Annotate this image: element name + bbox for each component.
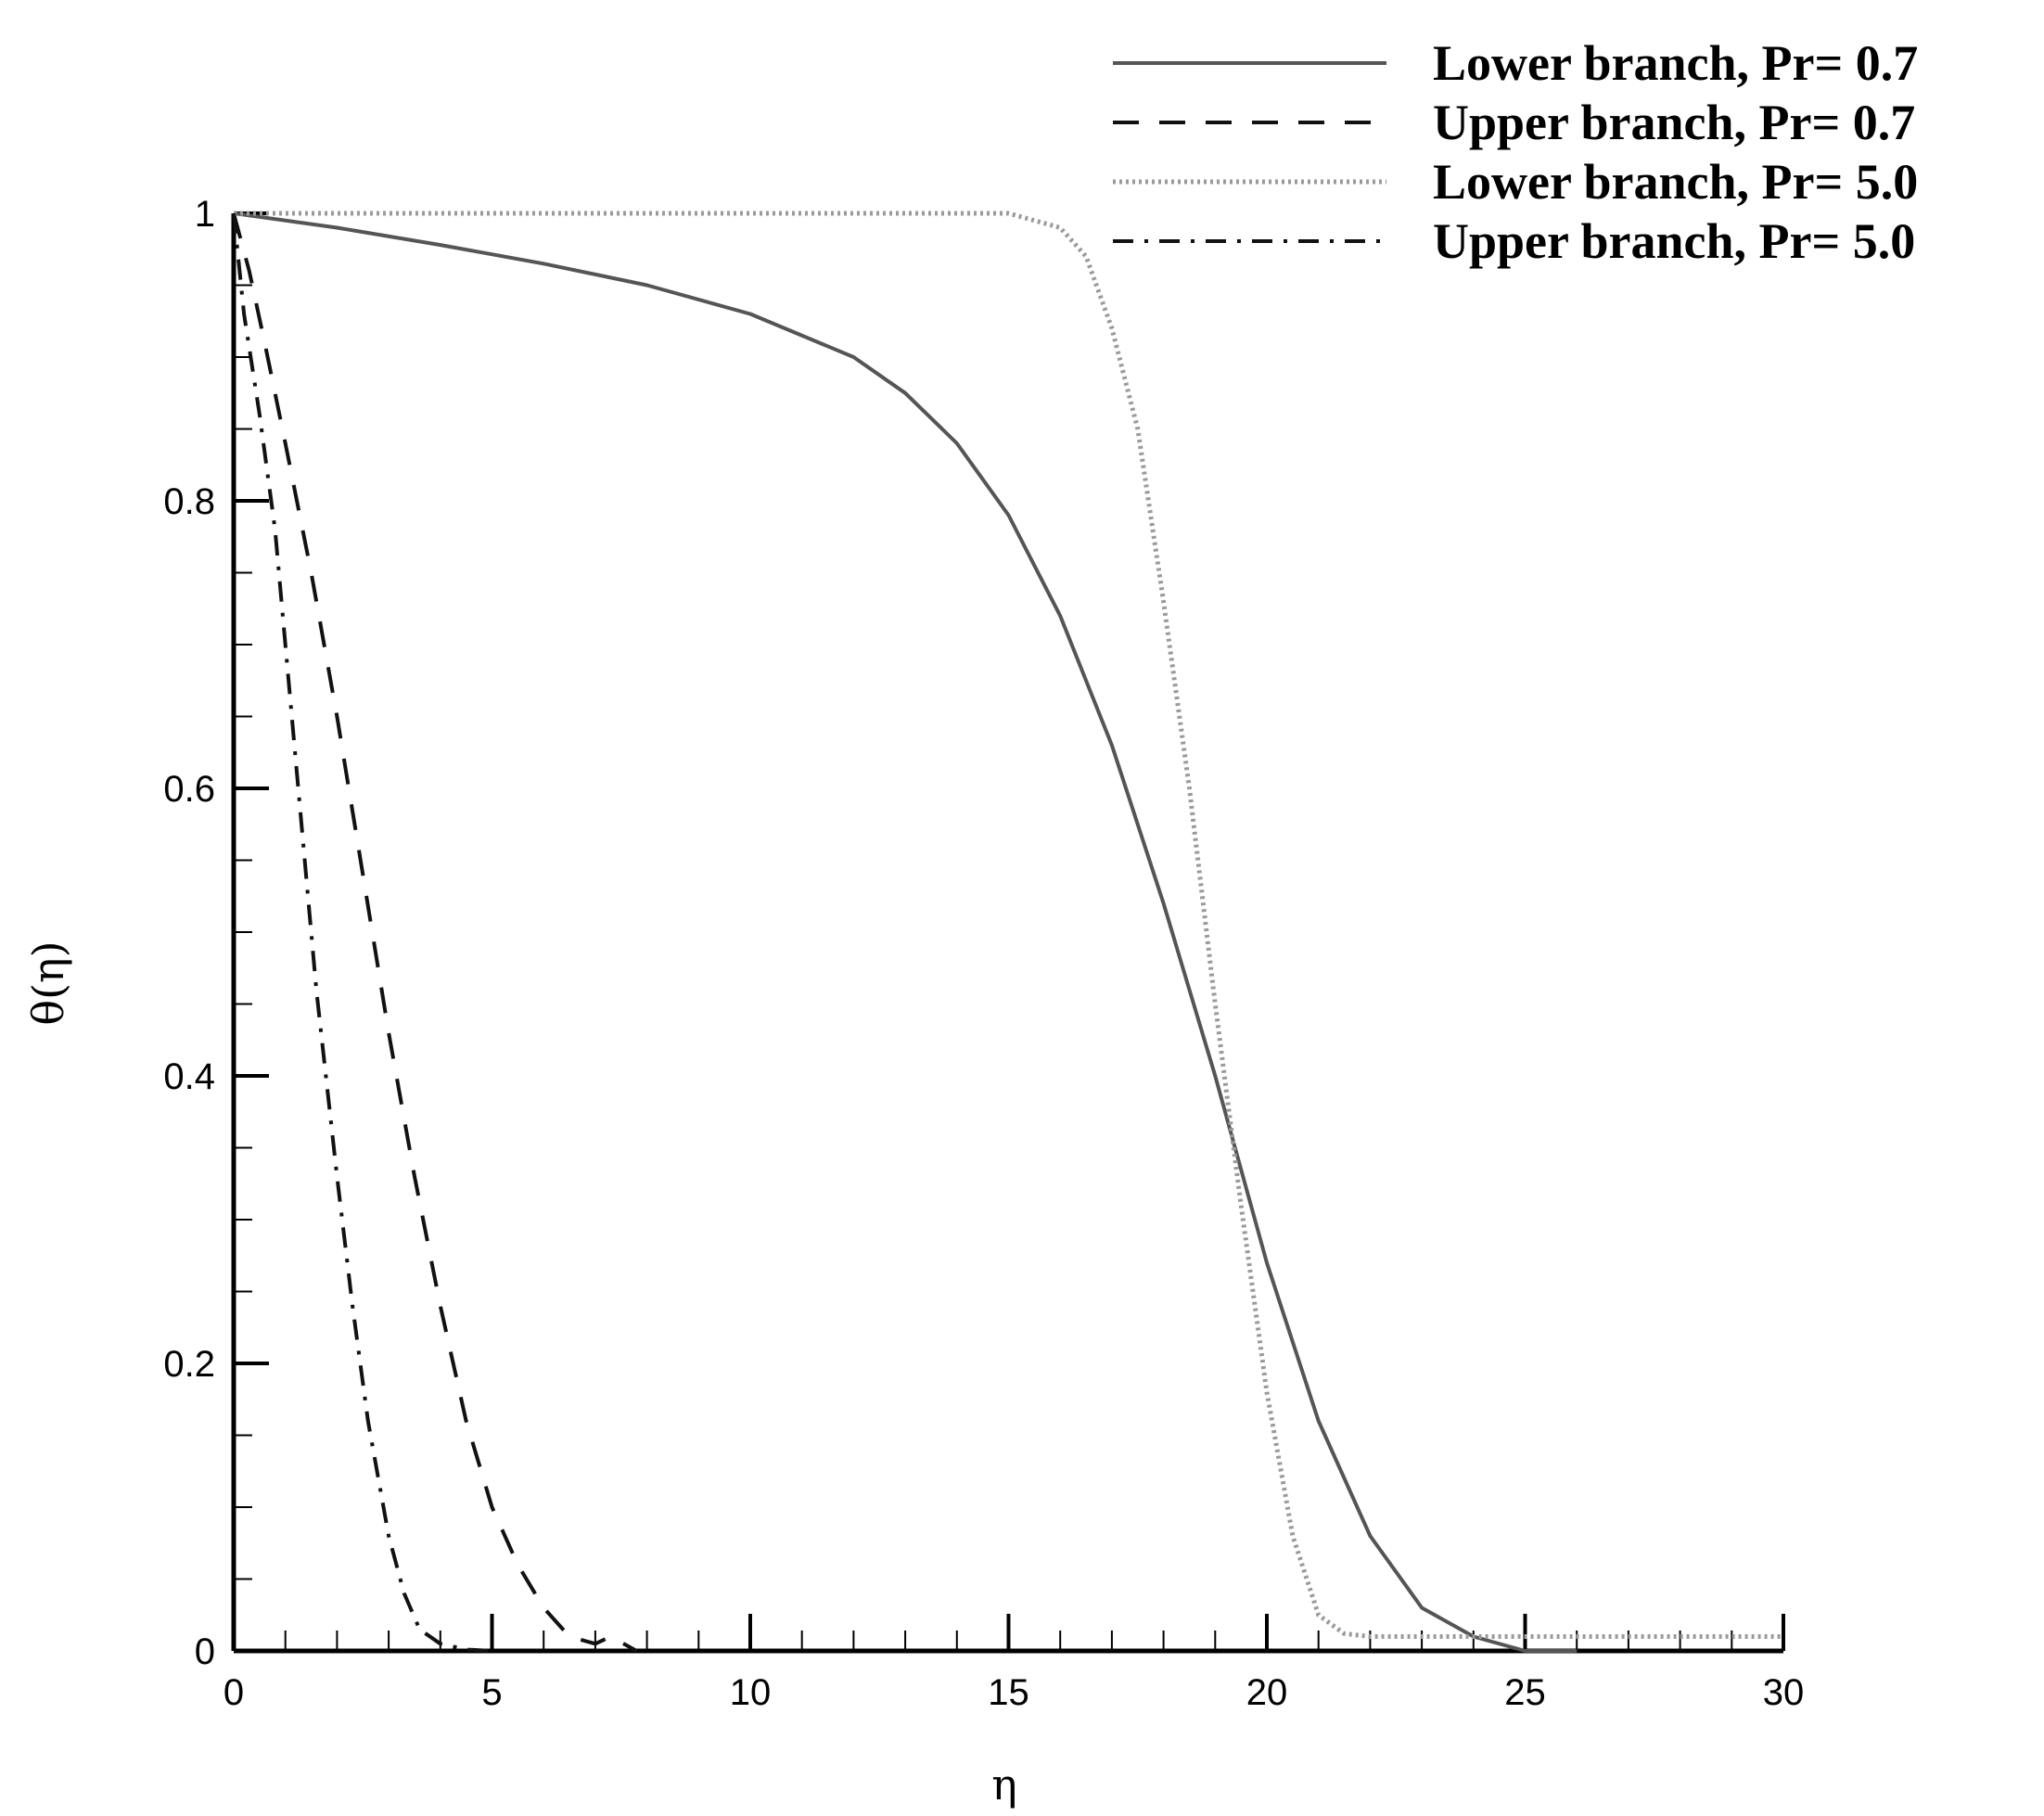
x-tick-label: 20 — [1246, 1672, 1288, 1713]
series-line-1 — [232, 212, 638, 1653]
x-tick-label: 30 — [1763, 1672, 1805, 1713]
axes: 0 5 10 15 20 25 30 0 0.2 0.4 0.6 0.8 1 — [163, 194, 1804, 1713]
y-tick-label: 1 — [195, 194, 215, 235]
legend-label-3: Upper branch, Pr= 5.0 — [1433, 213, 1915, 269]
legend-label-1: Upper branch, Pr= 0.7 — [1433, 95, 1915, 150]
x-tick-label: 25 — [1504, 1672, 1546, 1713]
x-axis-label: η — [991, 1759, 1017, 1810]
y-tick-label: 0.4 — [163, 1056, 215, 1097]
x-tick-label: 0 — [224, 1672, 244, 1713]
series-line-3 — [232, 212, 492, 1653]
x-tick-label: 5 — [481, 1672, 502, 1713]
series-line-2 — [234, 211, 1783, 1639]
y-tick-label: 0 — [195, 1631, 215, 1672]
legend-label-0: Lower branch, Pr= 0.7 — [1433, 35, 1918, 91]
legend-label-2: Lower branch, Pr= 5.0 — [1433, 154, 1918, 210]
series-line-0 — [233, 211, 1578, 1653]
y-tick-label: 0.2 — [163, 1344, 215, 1385]
y-tick-label: 0.6 — [163, 769, 215, 810]
x-tick-label: 15 — [988, 1672, 1029, 1713]
x-tick-label: 10 — [730, 1672, 772, 1713]
series-layer — [232, 211, 1783, 1653]
y-axis-label: θ(η) — [23, 940, 73, 1025]
y-tick-label: 0.8 — [163, 481, 215, 522]
